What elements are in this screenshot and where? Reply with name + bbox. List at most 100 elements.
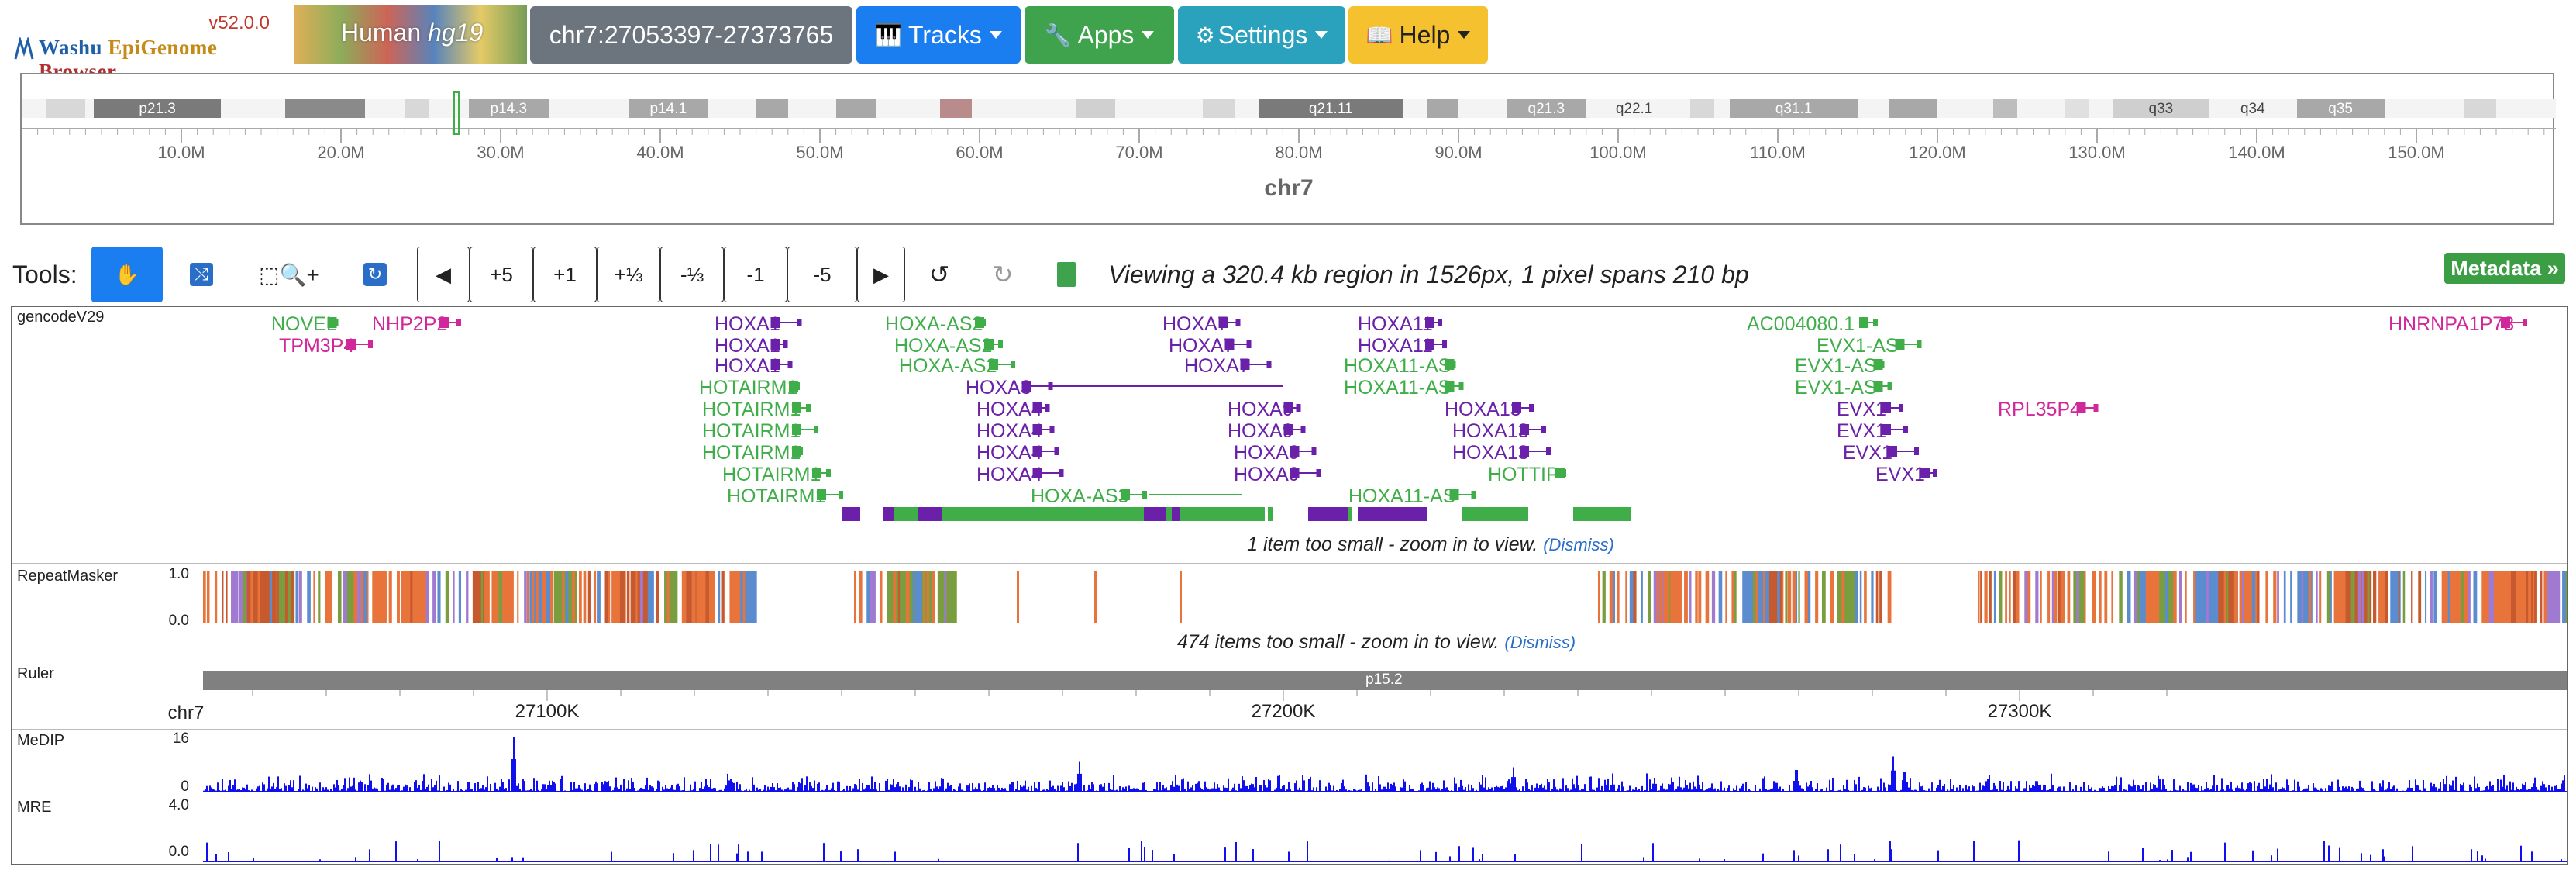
gene-feature[interactable] <box>1348 507 1352 521</box>
gene-label[interactable]: HOTAIRM1 <box>702 442 801 464</box>
track-label-gencode[interactable]: gencodeV29 <box>17 309 105 326</box>
locus-button[interactable]: chr7:27053397-27373765 <box>530 6 852 64</box>
gene-label[interactable]: HOXA9 <box>1228 420 1293 442</box>
ideogram-bar[interactable] <box>22 99 2556 118</box>
gene-label[interactable]: HOXA-AS3 <box>1031 485 1129 507</box>
zoom-out-1-button[interactable]: -1 <box>724 247 787 302</box>
gene-label[interactable]: EVX1 <box>1843 442 1892 464</box>
reload-tool-button[interactable]: ↻ <box>341 247 409 302</box>
gene-label[interactable]: HOXA11 <box>1358 335 1433 357</box>
gene-label[interactable]: HOXA1 <box>715 355 780 377</box>
gene-label[interactable]: HOXA13 <box>1452 442 1529 464</box>
reorder-tool-button[interactable]: ⤭ <box>164 247 239 302</box>
gene-label[interactable]: HOXA11-AS <box>1344 355 1452 377</box>
gene-label[interactable]: HOXA-AS2 <box>894 335 993 357</box>
history-button[interactable] <box>1038 247 1094 302</box>
gene-label[interactable]: HOXA1 <box>715 335 780 357</box>
gene-feature[interactable] <box>1308 507 1348 521</box>
settings-menu-button[interactable]: ⚙ Settings <box>1178 6 1345 64</box>
gene-label[interactable]: HOXA3 <box>966 377 1031 399</box>
gene-label[interactable]: HOXA9 <box>1234 442 1300 464</box>
tracks-menu-button[interactable]: 🎹 Tracks <box>856 6 1021 64</box>
gene-label[interactable]: EVX1 <box>1837 420 1886 442</box>
repeatmasker-track[interactable] <box>203 569 2567 627</box>
gene-label[interactable]: EVX1 <box>1875 464 1925 485</box>
gene-label[interactable]: TPM3P4 <box>279 335 355 357</box>
gene-label[interactable]: HNRNPA1P73 <box>2388 313 2515 335</box>
gene-label[interactable]: HOXA13 <box>1445 399 1521 420</box>
gene-label[interactable]: HOTAIRM1 <box>702 420 801 442</box>
track-label-ruler[interactable]: Ruler <box>17 665 54 682</box>
gene-label[interactable]: HOXA9 <box>1234 464 1300 485</box>
gene-label[interactable]: HOTTIP <box>1488 464 1559 485</box>
gene-label[interactable]: NOVEL <box>271 313 337 335</box>
gene-exon <box>795 382 800 390</box>
gene-label[interactable]: NHP2P2 <box>372 313 448 335</box>
gene-label[interactable]: HOXA9 <box>1228 399 1293 420</box>
drag-tool-button[interactable]: ✋ <box>91 247 163 302</box>
signal-bar <box>1471 785 1472 792</box>
gene-feature[interactable] <box>1268 507 1273 521</box>
zoom-in-1-button[interactable]: +1 <box>533 247 597 302</box>
gene-label[interactable]: HOXA11 <box>1358 313 1433 335</box>
undo-button[interactable]: ↺ <box>911 247 967 302</box>
pan-right-button[interactable]: ▶ <box>857 247 905 302</box>
help-menu-button[interactable]: 📖 Help <box>1348 6 1488 64</box>
redo-button[interactable]: ↻ <box>975 247 1031 302</box>
pan-left-button[interactable]: ◀ <box>417 247 470 302</box>
gene-label[interactable]: AC004080.1 <box>1747 313 1855 335</box>
gene-feature[interactable] <box>918 507 942 521</box>
gene-label[interactable]: HOXA7 <box>1169 335 1235 357</box>
gene-label[interactable]: EVX1-AS <box>1795 355 1877 377</box>
metadata-button[interactable]: Metadata » <box>2444 253 2565 284</box>
gene-label[interactable]: RPL35P4 <box>1998 399 2082 420</box>
track-label-medip[interactable]: MeDIP <box>17 732 65 749</box>
zoom-out-third-button[interactable]: -⅓ <box>660 247 724 302</box>
gene-label[interactable]: HOTAIRM1 <box>727 485 826 507</box>
gene-label[interactable]: HOXA4 <box>976 442 1042 464</box>
gene-label[interactable]: HOXA7 <box>1162 313 1228 335</box>
gene-feature[interactable] <box>1180 507 1265 521</box>
gene-label[interactable]: HOXA11-AS <box>1348 485 1456 507</box>
track-label-repeatmasker[interactable]: RepeatMasker <box>17 568 119 585</box>
gene-label[interactable]: EVX1 <box>1837 399 1886 420</box>
zoom-out-5-button[interactable]: -5 <box>787 247 857 302</box>
track-container[interactable]: gencodeV29 NOVEL NHP2P2 TPM3P4 HOXA1 HOXA1 HO… <box>11 306 2568 865</box>
gene-label[interactable]: HOXA4 <box>976 399 1042 420</box>
track-label-mre[interactable]: MRE <box>17 799 52 816</box>
gene-label[interactable]: HOXA4 <box>976 420 1042 442</box>
gene-label[interactable]: HOXA1 <box>715 313 780 335</box>
signal-bar <box>2387 788 2388 792</box>
zoom-select-tool-button[interactable]: ⬚🔍+ <box>242 247 336 302</box>
gene-feature[interactable] <box>942 507 1175 521</box>
gene-feature[interactable] <box>883 507 894 521</box>
genome-selector[interactable]: Human hg19 <box>294 5 527 64</box>
gene-label[interactable]: HOXA11-AS <box>1344 377 1452 399</box>
gencode-track[interactable] <box>12 307 2567 563</box>
mre-track[interactable] <box>203 800 2567 862</box>
gene-label[interactable]: HOXA13 <box>1452 420 1529 442</box>
repeat-dismiss-link[interactable]: (Dismiss) <box>1504 633 1576 652</box>
gene-label[interactable]: HOTAIRM1 <box>699 377 798 399</box>
medip-track[interactable] <box>203 732 2567 792</box>
gene-label[interactable]: EVX1-AS <box>1817 335 1899 357</box>
zoom-in-5-button[interactable]: +5 <box>470 247 533 302</box>
gene-label[interactable]: HOTAIRM1 <box>702 399 801 420</box>
chromosome-ideogram[interactable]: p21.3 p14.3 p14.1 q21.11 q21.3 q22.1 q31.1 q33 q… <box>20 73 2556 225</box>
ideogram-view-marker[interactable] <box>453 91 460 135</box>
gene-feature[interactable] <box>842 507 860 521</box>
gene-label[interactable]: HOXA-AS2 <box>899 355 997 377</box>
gene-label[interactable]: HOXA4 <box>976 464 1042 485</box>
gene-label[interactable]: HOXA7 <box>1184 355 1250 377</box>
gene-feature[interactable] <box>1358 507 1427 521</box>
gene-label[interactable]: HOTAIRM1 <box>722 464 821 485</box>
gene-feature[interactable] <box>1573 507 1631 521</box>
apps-menu-button[interactable]: 🔧 Apps <box>1025 6 1174 64</box>
gencode-dismiss-link[interactable]: (Dismiss) <box>1543 535 1614 554</box>
gene-feature[interactable] <box>1462 507 1528 521</box>
repeat-element <box>2528 571 2532 623</box>
gene-feature[interactable] <box>1144 507 1166 521</box>
gene-label[interactable]: EVX1-AS <box>1795 377 1877 399</box>
gene-label[interactable]: HOXA-AS2 <box>885 313 983 335</box>
zoom-in-third-button[interactable]: +⅓ <box>597 247 660 302</box>
